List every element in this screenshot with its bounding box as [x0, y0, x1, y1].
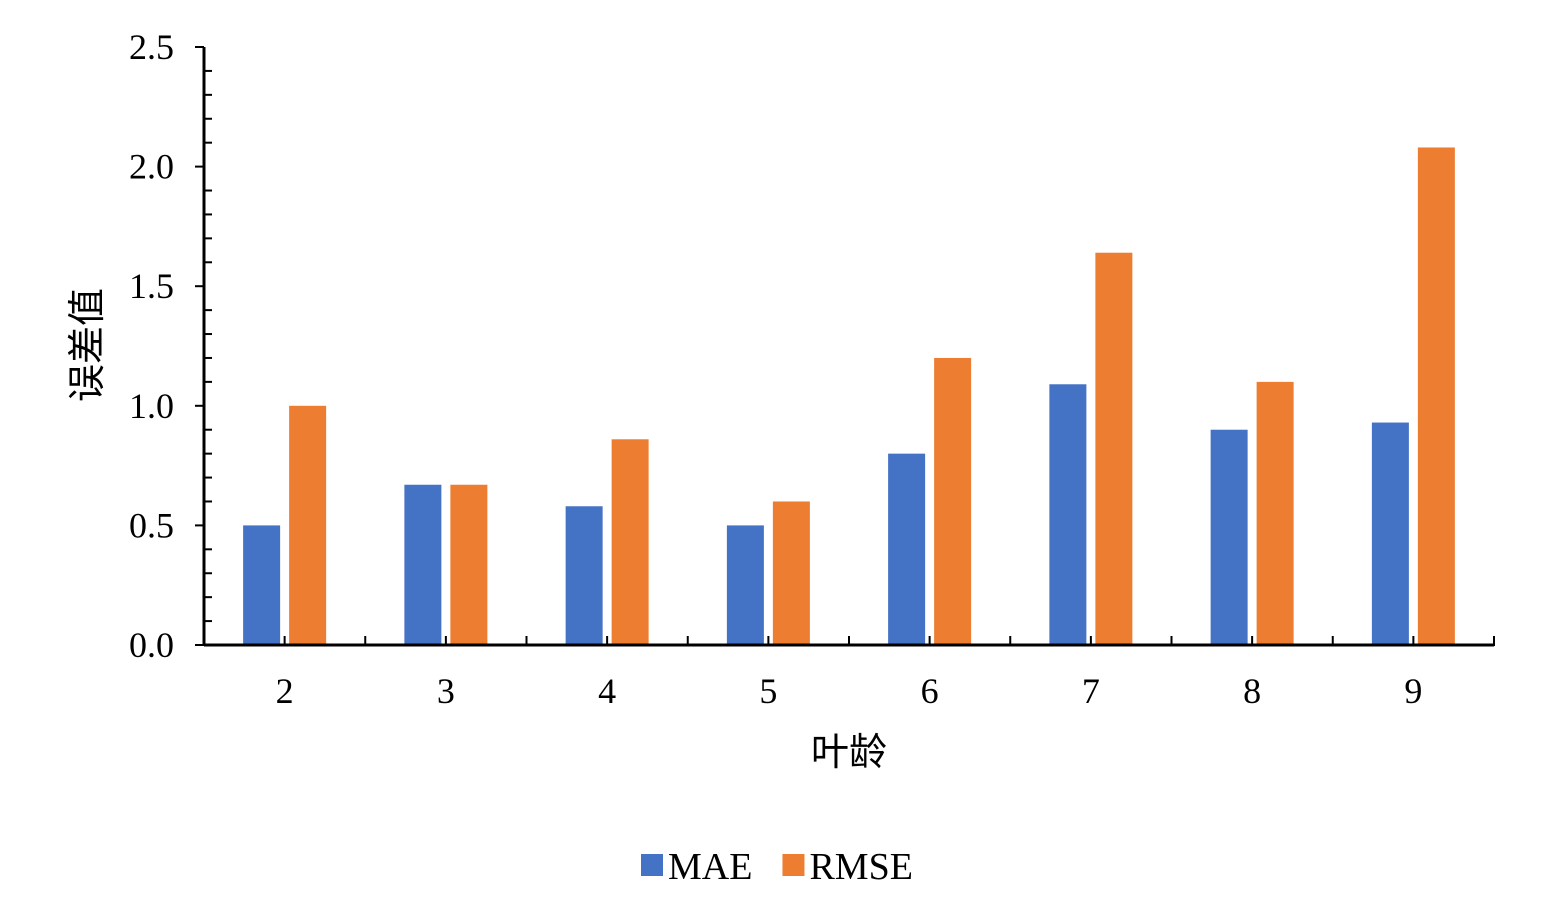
- legend: MAE RMSE: [641, 846, 913, 888]
- x-tick-label-9: 9: [1404, 671, 1422, 711]
- bar-mae-7: [1049, 384, 1087, 645]
- x-tick-label-2: 2: [276, 671, 294, 711]
- bars-layer: [243, 147, 1455, 646]
- y-tick-label: 1.5: [129, 266, 174, 306]
- y-tick-label: 2.5: [129, 27, 174, 67]
- x-axis-title: 叶龄: [811, 730, 887, 774]
- legend-label-mae: MAE: [668, 846, 752, 888]
- bar-rmse-8: [1256, 381, 1294, 645]
- x-tick-label-8: 8: [1243, 671, 1261, 711]
- x-tick-label-3: 3: [437, 671, 455, 711]
- bar-mae-8: [1210, 429, 1248, 645]
- bar-rmse-6: [934, 357, 972, 645]
- bar-rmse-9: [1417, 147, 1455, 646]
- bar-rmse-3: [450, 484, 488, 645]
- x-tick-label-4: 4: [598, 671, 616, 711]
- y-tick-label: 0.5: [129, 505, 174, 545]
- bar-mae-3: [404, 484, 442, 645]
- legend-swatch-rmse: [782, 854, 805, 876]
- axes-layer: [195, 46, 1495, 647]
- y-tick-label: 0.0: [129, 625, 174, 665]
- y-tick-label: 2.0: [129, 147, 174, 187]
- bar-rmse-2: [289, 405, 327, 645]
- legend-swatch-mae: [641, 854, 663, 876]
- tick-labels-layer: 0.0 0.5 1.0 1.5 2.0 2.5 2 3 4 5 6 7 8 9: [129, 27, 1422, 711]
- bar-rmse-4: [611, 439, 649, 645]
- legend-label-rmse: RMSE: [809, 846, 912, 888]
- y-tick-label: 1.0: [129, 386, 174, 426]
- bar-rmse-7: [1095, 252, 1133, 645]
- bar-rmse-5: [772, 501, 810, 645]
- bar-mae-6: [888, 453, 926, 645]
- x-tick-label-6: 6: [921, 671, 939, 711]
- bar-mae-2: [243, 525, 281, 645]
- bar-mae-4: [565, 506, 603, 645]
- bar-mae-9: [1371, 422, 1409, 645]
- x-tick-label-7: 7: [1082, 671, 1100, 711]
- bar-mae-5: [726, 525, 764, 645]
- x-tick-label-5: 5: [759, 671, 777, 711]
- y-axis-title: 误差值: [65, 288, 109, 402]
